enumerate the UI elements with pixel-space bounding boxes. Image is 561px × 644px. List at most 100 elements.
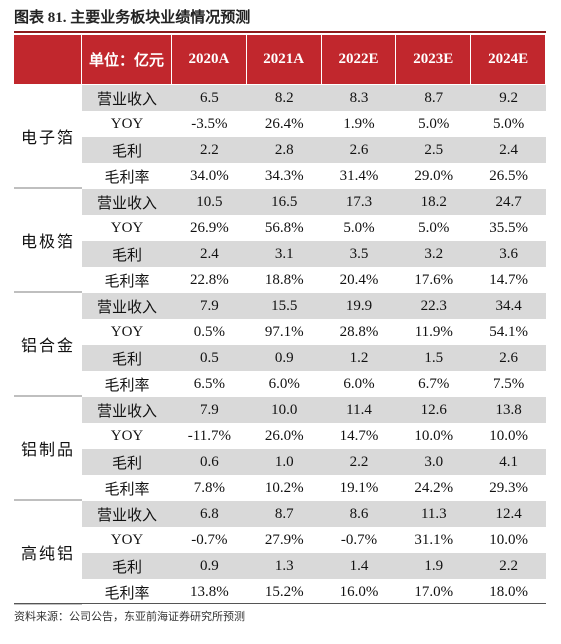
row-label: 毛利	[82, 553, 172, 579]
value-cell: 16.0%	[321, 579, 397, 605]
value-cell: 5.0%	[396, 215, 472, 241]
value-cell: 29.0%	[396, 163, 472, 189]
value-cell: 6.5	[172, 85, 247, 111]
row-label: 毛利率	[82, 371, 172, 397]
value-cell: 13.8	[471, 397, 546, 423]
value-cell: 13.8%	[172, 579, 247, 605]
value-cell: 7.8%	[172, 475, 247, 501]
row-label: YOY	[82, 215, 172, 241]
value-cell: 8.2	[246, 85, 322, 111]
value-cell: 2.6	[321, 137, 397, 163]
value-cell: 11.4	[321, 397, 397, 423]
value-cell: 3.6	[471, 241, 546, 267]
group-label: 电子箔	[14, 85, 82, 189]
value-cell: 29.3%	[471, 475, 546, 501]
value-cell: 2.8	[246, 137, 322, 163]
value-cell: 0.6	[172, 449, 247, 475]
value-cell: 35.5%	[471, 215, 546, 241]
bottom-rule	[14, 603, 546, 604]
value-cell: 5.0%	[321, 215, 397, 241]
row-label: 毛利	[82, 345, 172, 371]
row-label: 毛利率	[82, 163, 172, 189]
value-cell: 15.2%	[246, 579, 322, 605]
value-cell: 34.0%	[172, 163, 247, 189]
value-cell: 8.7	[246, 501, 322, 527]
value-cell: 31.4%	[321, 163, 397, 189]
value-cell: 8.7	[396, 85, 472, 111]
value-cell: 5.0%	[471, 111, 546, 137]
row-label: YOY	[82, 527, 172, 553]
value-cell: 11.9%	[396, 319, 472, 345]
value-cell: 17.6%	[396, 267, 472, 293]
value-cell: 9.2	[471, 85, 546, 111]
value-cell: 34.4	[471, 293, 546, 319]
row-label: 毛利率	[82, 475, 172, 501]
value-cell: 7.5%	[471, 371, 546, 397]
value-cell: 1.4	[321, 553, 397, 579]
value-cell: 22.8%	[172, 267, 247, 293]
value-cell: 2.6	[471, 345, 546, 371]
value-cell: 3.0	[396, 449, 472, 475]
row-label: 毛利	[82, 449, 172, 475]
value-cell: 56.8%	[246, 215, 322, 241]
value-cell: 12.4	[471, 501, 546, 527]
group-label: 铝制品	[14, 397, 82, 501]
value-cell: -0.7%	[172, 527, 247, 553]
row-label: 毛利	[82, 241, 172, 267]
value-cell: 10.0%	[471, 423, 546, 449]
value-cell: 2.2	[321, 449, 397, 475]
value-cell: 7.9	[172, 397, 247, 423]
value-cell: 5.0%	[396, 111, 472, 137]
source: 资料来源：公司公告，东亚前海证券研究所预测	[14, 611, 245, 623]
value-cell: 20.4%	[321, 267, 397, 293]
value-cell: 26.0%	[246, 423, 322, 449]
value-cell: 0.5	[172, 345, 247, 371]
value-cell: 34.3%	[246, 163, 322, 189]
value-cell: 2.5	[396, 137, 472, 163]
value-cell: 28.8%	[321, 319, 397, 345]
value-cell: 19.1%	[321, 475, 397, 501]
value-cell: 17.3	[321, 189, 397, 215]
value-cell: 14.7%	[471, 267, 546, 293]
value-cell: 4.1	[471, 449, 546, 475]
value-cell: 1.0	[246, 449, 322, 475]
value-cell: 3.2	[396, 241, 472, 267]
title-rule	[14, 31, 546, 33]
value-cell: 7.9	[172, 293, 247, 319]
row-label: 毛利率	[82, 267, 172, 293]
value-cell: 3.1	[246, 241, 322, 267]
header-corner	[14, 35, 82, 84]
value-cell: 8.3	[321, 85, 397, 111]
value-cell: 16.5	[246, 189, 322, 215]
value-cell: 18.8%	[246, 267, 322, 293]
value-cell: 18.2	[396, 189, 472, 215]
value-cell: 26.4%	[246, 111, 322, 137]
value-cell: 31.1%	[396, 527, 472, 553]
value-cell: -3.5%	[172, 111, 247, 137]
value-cell: 1.5	[396, 345, 472, 371]
value-cell: 1.9%	[321, 111, 397, 137]
header-cell: 2021A	[246, 35, 322, 84]
value-cell: 1.9	[396, 553, 472, 579]
value-cell: 24.7	[471, 189, 546, 215]
value-cell: 1.2	[321, 345, 397, 371]
row-label: 营业收入	[82, 293, 172, 319]
group-label: 铝合金	[14, 293, 82, 397]
value-cell: 2.2	[471, 553, 546, 579]
title: 图表 81. 主要业务板块业绩情况预测	[14, 10, 251, 26]
value-cell: 12.6	[396, 397, 472, 423]
value-cell: 24.2%	[396, 475, 472, 501]
row-label: 毛利率	[82, 579, 172, 605]
value-cell: 19.9	[321, 293, 397, 319]
value-cell: 6.0%	[321, 371, 397, 397]
value-cell: 6.5%	[172, 371, 247, 397]
value-cell: -0.7%	[321, 527, 397, 553]
value-cell: 10.0%	[471, 527, 546, 553]
value-cell: 14.7%	[321, 423, 397, 449]
value-cell: 3.5	[321, 241, 397, 267]
value-cell: 6.7%	[396, 371, 472, 397]
value-cell: 1.3	[246, 553, 322, 579]
row-label: 营业收入	[82, 397, 172, 423]
value-cell: 6.0%	[246, 371, 322, 397]
